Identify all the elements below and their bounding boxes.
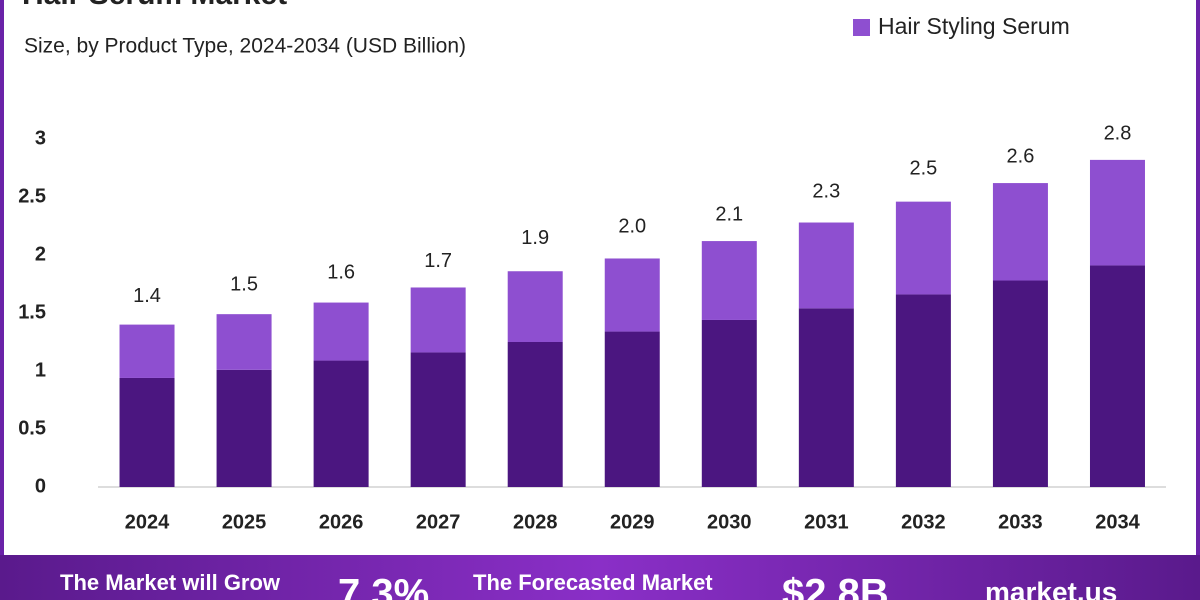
- bar-segment: [507, 342, 563, 487]
- left-border: [0, 0, 4, 555]
- x-tick-label: 2025: [222, 511, 267, 533]
- y-tick-label: 0: [35, 475, 46, 497]
- total-label: 2.5: [909, 157, 937, 179]
- x-tick-label: 2028: [513, 511, 558, 533]
- total-label: 2.0: [618, 215, 646, 237]
- bar-segment: [701, 319, 757, 487]
- x-tick-label: 2033: [998, 511, 1043, 533]
- y-tick-label: 1: [35, 359, 46, 381]
- total-label: 1.6: [327, 262, 355, 284]
- total-label: 1.5: [230, 273, 258, 295]
- y-tick-label: 2.5: [18, 185, 46, 207]
- y-tick-label: 2: [35, 243, 46, 265]
- banner: [0, 555, 1200, 600]
- banner-text: The Market will Grow: [60, 570, 281, 595]
- x-tick-label: 2027: [416, 511, 461, 533]
- total-label: 2.6: [1007, 146, 1035, 168]
- banner-brand: market.us: [985, 576, 1117, 600]
- bar-segment: [1089, 159, 1145, 266]
- x-tick-label: 2024: [125, 511, 170, 533]
- y-tick-label: 3: [35, 127, 46, 149]
- chart-subtitle: Size, by Product Type, 2024-2034 (USD Bi…: [24, 35, 466, 58]
- y-tick-label: 0.5: [18, 417, 46, 439]
- bar-segment: [895, 201, 951, 295]
- bar-segment: [119, 377, 175, 487]
- total-label: 2.8: [1104, 122, 1132, 144]
- total-label: 1.9: [521, 227, 549, 249]
- banner-text: The Forecasted Market: [473, 570, 713, 595]
- legend-label: Hair Styling Serum: [878, 13, 1070, 39]
- bar-segment: [604, 331, 660, 487]
- bar-segment: [313, 302, 369, 361]
- y-tick-label: 1.5: [18, 301, 46, 323]
- bar-segment: [216, 369, 272, 487]
- bar-segment: [216, 314, 272, 370]
- x-tick-label: 2026: [319, 511, 364, 533]
- total-label: 1.7: [424, 250, 452, 272]
- bar-segment: [992, 183, 1048, 281]
- x-tick-label: 2032: [901, 511, 946, 533]
- bar-segment: [507, 271, 563, 342]
- bar-segment: [410, 352, 466, 487]
- total-label: 2.3: [812, 180, 840, 202]
- bar-segment: [119, 324, 175, 378]
- x-tick-label: 2034: [1095, 511, 1140, 533]
- bar-segment: [1089, 265, 1145, 487]
- bar-segment: [604, 258, 660, 332]
- x-tick-label: 2030: [707, 511, 752, 533]
- total-label: 1.4: [133, 285, 161, 307]
- x-tick-label: 2029: [610, 511, 655, 533]
- banner-value: $2.8B: [782, 572, 889, 600]
- legend-swatch: [853, 19, 870, 36]
- bar-segment: [895, 294, 951, 487]
- banner-cagr: 7.3%: [338, 572, 429, 600]
- bar-segment: [798, 308, 854, 487]
- right-border: [1196, 0, 1200, 555]
- total-label: 2.1: [715, 204, 743, 226]
- bar-segment: [313, 360, 369, 487]
- bar-segment: [701, 241, 757, 320]
- x-tick-label: 2031: [804, 511, 849, 533]
- bar-segment: [992, 280, 1048, 487]
- bar-segment: [798, 222, 854, 309]
- bar-segment: [410, 287, 466, 353]
- chart-title: Hair Serum Market: [22, 0, 287, 11]
